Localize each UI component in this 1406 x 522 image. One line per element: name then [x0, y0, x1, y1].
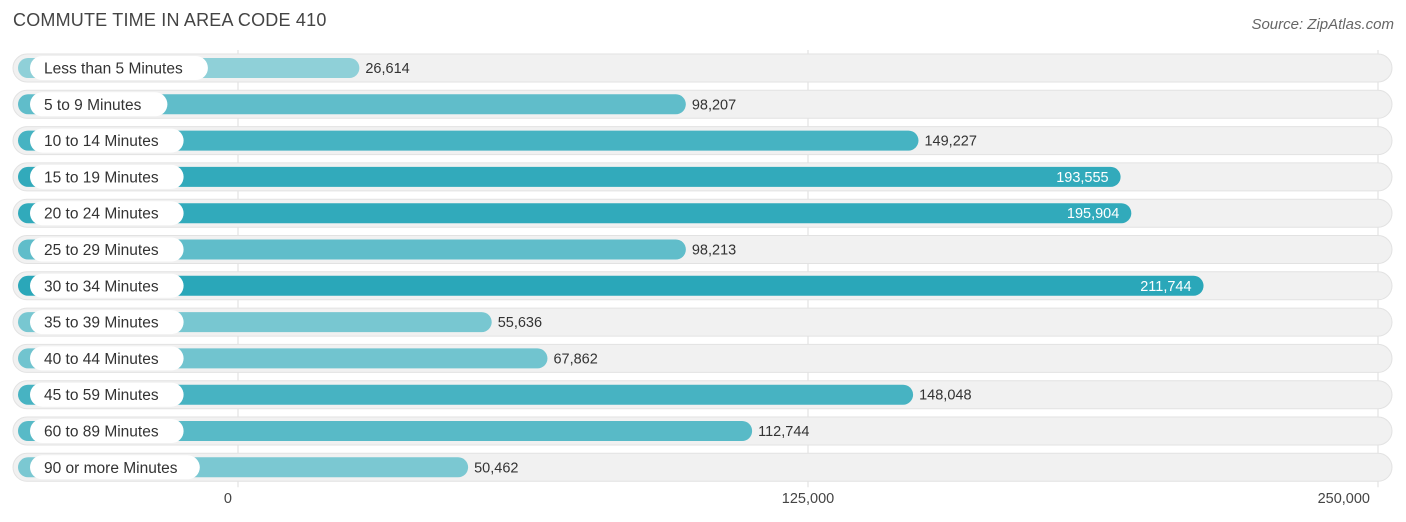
category-pill — [30, 164, 184, 189]
value-label: 98,207 — [692, 97, 736, 113]
bar-row: 10 to 14 Minutes 149,227 — [12, 126, 1393, 156]
category-label: 30 to 34 Minutes — [44, 278, 159, 295]
value-label: 98,213 — [692, 243, 736, 259]
category-label: 40 to 44 Minutes — [44, 351, 159, 368]
category-label: 15 to 19 Minutes — [44, 169, 159, 186]
bar — [18, 384, 914, 405]
category-label: 60 to 89 Minutes — [44, 424, 159, 441]
category-pill — [30, 201, 184, 226]
category-label: 10 to 14 Minutes — [44, 133, 159, 150]
category-pill — [30, 346, 184, 371]
x-tick-label: 250,000 — [1318, 491, 1370, 507]
category-pill — [30, 92, 168, 117]
category-pill — [30, 455, 200, 480]
category-pill — [30, 310, 184, 335]
bar-row: 20 to 24 Minutes 195,904 — [12, 198, 1393, 228]
bar — [18, 239, 686, 260]
category-label: 25 to 29 Minutes — [44, 242, 159, 259]
bar-row: Less than 5 Minutes 26,614 — [12, 53, 1393, 83]
bar — [18, 203, 1132, 224]
value-label: 55,636 — [498, 315, 542, 331]
bar — [18, 94, 686, 115]
category-label: 35 to 39 Minutes — [44, 315, 159, 332]
bar-track — [12, 53, 1393, 83]
bar-row: 60 to 89 Minutes 112,744 — [12, 416, 1393, 446]
value-label: 148,048 — [919, 388, 971, 404]
chart-title: COMMUTE TIME IN AREA CODE 410 — [13, 10, 327, 30]
bar-row: 35 to 39 Minutes 55,636 — [12, 307, 1393, 337]
value-label: 50,462 — [474, 460, 518, 476]
value-label: 211,744 — [1140, 279, 1191, 295]
category-pill — [30, 419, 184, 443]
bar-row: 30 to 34 Minutes 211,744 — [12, 271, 1393, 301]
value-label: 26,614 — [365, 61, 409, 77]
bar — [18, 130, 919, 151]
bar-row: 45 to 59 Minutes 148,048 — [12, 380, 1393, 410]
category-label: 90 or more Minutes — [44, 460, 178, 477]
category-label: 20 to 24 Minutes — [44, 206, 159, 223]
x-tick-label: 0 — [224, 491, 232, 507]
value-label: 112,744 — [758, 424, 809, 440]
bar-row: 25 to 29 Minutes 98,213 — [12, 235, 1393, 264]
bar-row: 40 to 44 Minutes 67,862 — [12, 343, 1393, 373]
bar — [18, 275, 1204, 296]
category-pill — [30, 128, 184, 153]
value-label: 67,862 — [553, 351, 597, 367]
category-pill — [30, 273, 184, 298]
bar-row: 90 or more Minutes 50,462 — [12, 452, 1393, 482]
category-label: 45 to 59 Minutes — [44, 387, 159, 404]
value-label: 149,227 — [924, 134, 976, 150]
bar-row: 5 to 9 Minutes 98,207 — [12, 89, 1393, 119]
category-pill — [30, 56, 208, 80]
category-label: 5 to 9 Minutes — [44, 97, 142, 114]
x-tick-label: 125,000 — [782, 491, 834, 507]
chart-source: Source: ZipAtlas.com — [1251, 16, 1394, 33]
bar — [18, 166, 1121, 187]
value-label: 193,555 — [1056, 170, 1108, 186]
bar — [18, 421, 753, 441]
category-pill — [30, 382, 184, 407]
grid-lines — [237, 50, 1379, 488]
category-label: Less than 5 Minutes — [44, 61, 183, 78]
bar-row: 15 to 19 Minutes 193,555 — [12, 162, 1393, 192]
category-pill — [30, 237, 184, 262]
value-label: 195,904 — [1067, 206, 1119, 222]
